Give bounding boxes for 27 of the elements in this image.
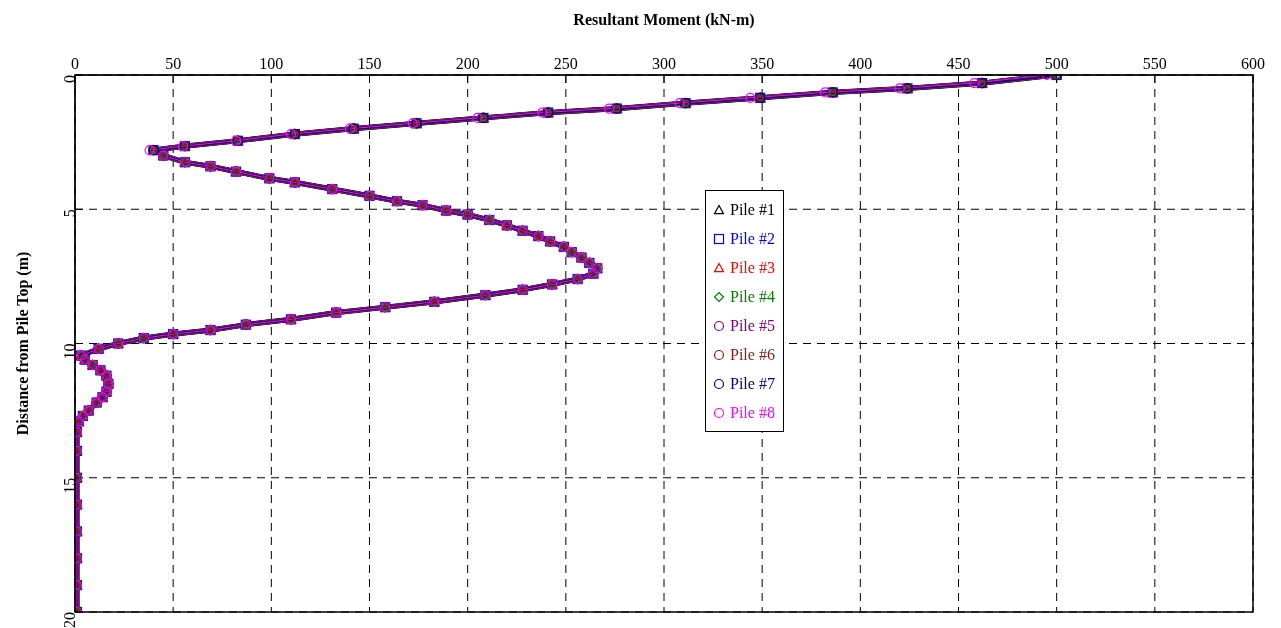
x-axis-title: Resultant Moment (kN-m) xyxy=(573,11,755,30)
y-tick-label: 15 xyxy=(60,477,78,494)
x-tick-label: 150 xyxy=(357,55,382,72)
legend-label: Pile #5 xyxy=(730,316,775,336)
x-tick-label: 50 xyxy=(165,55,182,72)
legend-label: Pile #7 xyxy=(730,374,775,394)
legend-label: Pile #4 xyxy=(730,287,775,307)
x-tick-label: 400 xyxy=(848,55,873,72)
y-axis-title: Distance from Pile Top (m) xyxy=(13,251,32,436)
legend-label: Pile #2 xyxy=(730,229,775,249)
x-tick-label: 250 xyxy=(553,55,578,72)
x-tick-label: 550 xyxy=(1142,55,1167,72)
x-tick-label: 200 xyxy=(455,55,480,72)
legend-label: Pile #8 xyxy=(730,403,775,423)
x-tick-label: 350 xyxy=(750,55,775,72)
x-tick-label: 450 xyxy=(946,55,971,72)
y-tick-label: 20 xyxy=(60,612,78,628)
x-tick-label: 300 xyxy=(652,55,676,72)
legend-label: Pile #6 xyxy=(730,345,775,365)
y-tick-label: 5 xyxy=(60,209,78,218)
x-tick-label: 600 xyxy=(1241,55,1265,72)
x-tick-label: 500 xyxy=(1044,55,1069,72)
legend-label: Pile #3 xyxy=(730,258,775,278)
legend-label: Pile #1 xyxy=(730,200,775,220)
y-tick-label: 10 xyxy=(60,343,78,360)
x-tick-label: 100 xyxy=(259,55,284,72)
y-tick-label: 0 xyxy=(60,75,78,83)
